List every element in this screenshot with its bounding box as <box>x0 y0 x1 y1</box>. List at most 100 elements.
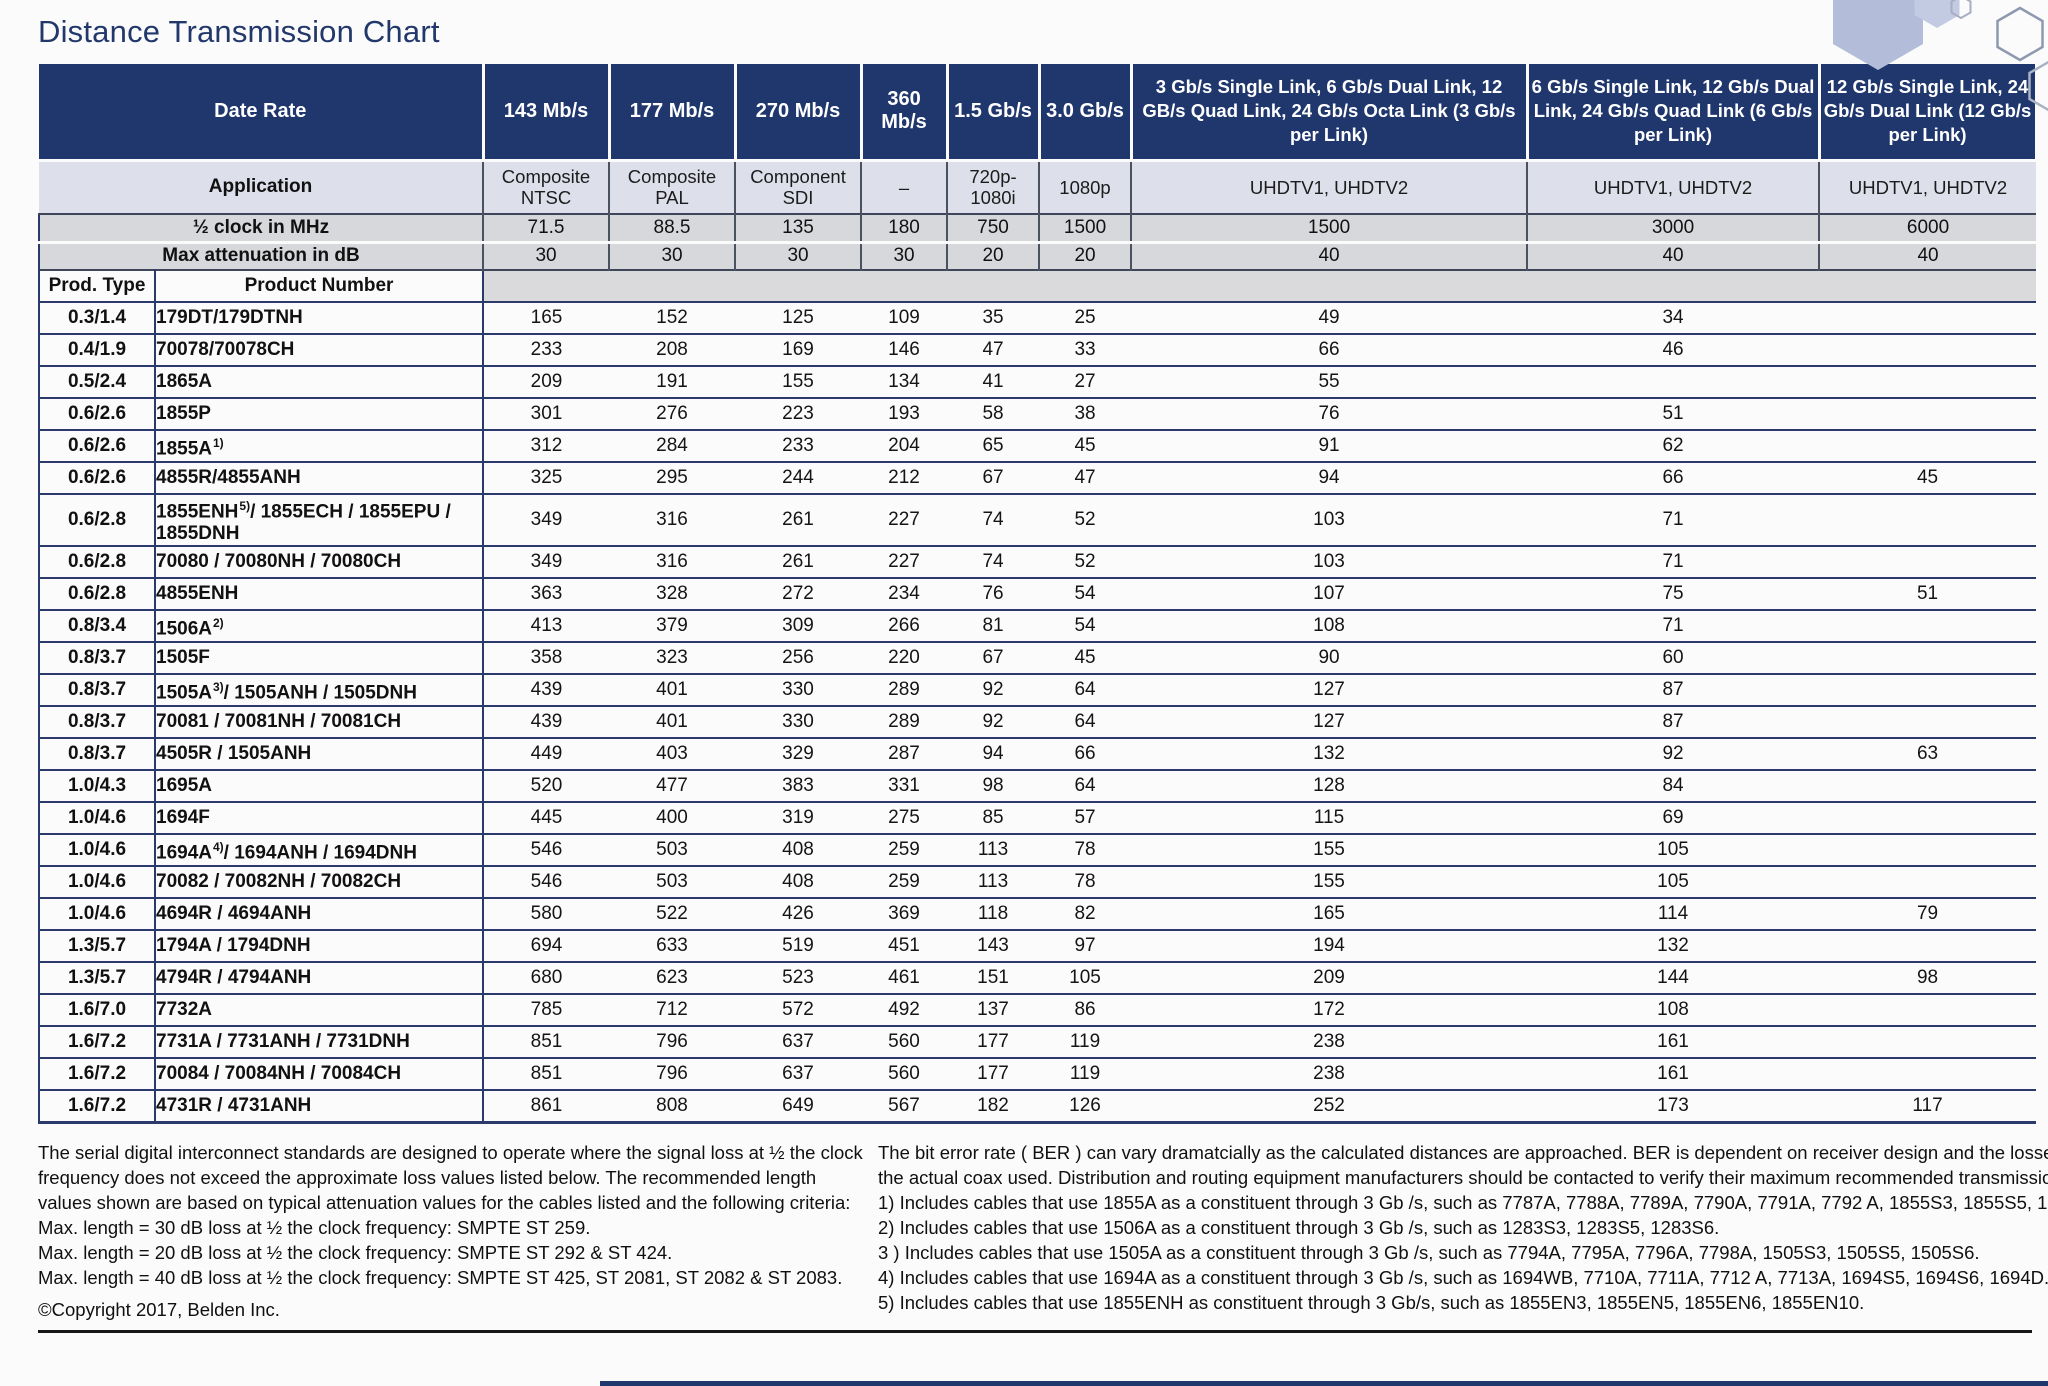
half-clock-cell: 1500 <box>1038 213 1132 242</box>
half-clock-cell: 88.5 <box>608 213 736 242</box>
table-row: 1.6/7.2 4731R / 4731ANH 861 808 649 567 182 126… <box>38 1090 2037 1125</box>
distance-value-cell: 233 <box>735 430 862 463</box>
distance-value-cell: 172 <box>1131 994 1528 1028</box>
distance-value-cell: 38 <box>1039 398 1132 431</box>
distance-value-cell: 54 <box>1039 610 1132 644</box>
prod-type-cell: 1.0/4.3 <box>38 770 156 804</box>
distance-value-cell: 161 <box>1527 1058 1820 1092</box>
distance-value-cell: 309 <box>735 610 862 644</box>
application-cell: UHDTV1, UHDTV2 <box>1818 160 2037 214</box>
distance-value-cell: 567 <box>861 1090 948 1125</box>
distance-value-cell: 325 <box>483 462 610 495</box>
product-name-rest: / 1694ANH / 1694DNH <box>223 842 417 864</box>
distance-value-cell: 86 <box>1039 994 1132 1028</box>
header-fill <box>483 269 2037 303</box>
footer-text-line: The bit error rate ( BER ) can vary dram… <box>878 1142 2048 1164</box>
distance-value-cell: 127 <box>1131 674 1528 708</box>
distance-value-cell: 152 <box>609 302 736 335</box>
distance-value-cell: 66 <box>1039 738 1132 772</box>
distance-value-cell: 349 <box>483 494 610 548</box>
product-name: 1694A <box>156 842 212 864</box>
product-name: 1695A <box>156 775 212 797</box>
footer-text-line: Max. length = 20 dB loss at ½ the clock … <box>38 1242 673 1264</box>
distance-value-cell: 209 <box>483 366 610 399</box>
distance-value-cell: 439 <box>483 706 610 740</box>
distance-value-cell: 287 <box>861 738 948 772</box>
distance-value-cell: 208 <box>609 334 736 367</box>
distance-value-cell: 261 <box>735 546 862 580</box>
product-name: 70078/70078CH <box>156 339 295 360</box>
distance-value-cell: 151 <box>947 962 1040 996</box>
product-name: 1855ENH <box>156 501 239 523</box>
footer-text-line: Max. length = 40 dB loss at ½ the clock … <box>38 1267 843 1289</box>
distance-value-cell: 134 <box>861 366 948 399</box>
application-cell: Composite PAL <box>608 160 736 214</box>
product-number-cell: 1506A2) <box>155 610 485 644</box>
footnote-line: 5) Includes cables that use 1855ENH as c… <box>878 1292 1865 1314</box>
date-rate-column-header: 6 Gb/s Single Link, 12 Gb/s Dual Link, 2… <box>1527 64 1821 162</box>
distance-value-cell: 401 <box>609 706 736 740</box>
distance-value-cell: 119 <box>1039 1058 1132 1092</box>
distance-value-cell: 808 <box>609 1090 736 1125</box>
prod-type-cell: 1.6/7.2 <box>38 1058 156 1092</box>
product-name: 7732A <box>156 999 212 1021</box>
product-number-cell: 70081 / 70081NH / 70081CH <box>155 706 485 740</box>
distance-value-cell: 103 <box>1131 494 1528 548</box>
prod-type-cell: 1.3/5.7 <box>38 962 156 996</box>
page-title: Distance Transmission Chart <box>38 14 440 49</box>
distance-value-cell: 461 <box>861 962 948 996</box>
footer-text-line: the actual coax used. Distribution and r… <box>878 1167 2048 1189</box>
bottom-navy-bar <box>600 1381 2048 1386</box>
product-name: 4855R/4855ANH <box>156 467 301 488</box>
distance-value-cell: 244 <box>735 462 862 495</box>
product-name-rest: / 1855ECH / 1855EPU / 1855DNH <box>156 501 451 545</box>
distance-value-cell: 76 <box>1131 398 1528 431</box>
distance-value-cell <box>1819 1058 2037 1092</box>
distance-value-cell: 81 <box>947 610 1040 644</box>
distance-value-cell: 284 <box>609 430 736 463</box>
distance-value-cell <box>1819 706 2037 740</box>
header-row-date-rate: Date Rate 143 Mb/s 177 Mb/s 270 Mb/s 360 Mb… <box>39 64 2038 162</box>
prod-type-cell: 0.6/2.6 <box>38 462 156 495</box>
date-rate-label: Date Rate <box>39 64 485 162</box>
distance-value-cell: 108 <box>1527 994 1820 1028</box>
date-rate-column-header: 1.5 Gb/s <box>947 64 1041 162</box>
footer-text-line: values shown are based on typical attenu… <box>38 1192 851 1214</box>
max-attenuation-label: Max attenuation in dB <box>37 240 484 270</box>
product-name: 70080 / 70080NH / 70080CH <box>156 551 402 573</box>
prod-type-cell: 0.6/2.6 <box>38 430 156 463</box>
distance-value-cell: 252 <box>1131 1090 1528 1125</box>
table-row: 0.8/3.4 1506A2) 413 379 309 266 81 54 108 71 <box>38 610 2037 644</box>
max-attenuation-cell: 20 <box>1038 240 1132 270</box>
distance-value-cell: 46 <box>1527 334 1820 367</box>
distance-value-cell: 177 <box>947 1026 1040 1060</box>
distance-value-cell: 408 <box>735 866 862 900</box>
distance-value-cell: 177 <box>947 1058 1040 1092</box>
product-number-cell: 4694R / 4694ANH <box>155 898 485 932</box>
hexagon-outline-small <box>1950 0 1972 20</box>
product-name: 1865A <box>156 371 212 392</box>
prod-type-cell: 0.6/2.8 <box>38 494 156 548</box>
product-name: 4855ENH <box>156 583 239 605</box>
distance-value-cell: 62 <box>1527 430 1820 463</box>
distance-value-cell: 331 <box>861 770 948 804</box>
product-name: 70084 / 70084NH / 70084CH <box>156 1063 402 1085</box>
distance-value-cell: 560 <box>861 1058 948 1092</box>
footer: The serial digital interconnect standard… <box>38 1140 2048 1321</box>
application-cell: 720p- 1080i <box>946 160 1040 214</box>
table-row: 1.0/4.6 1694F 445 400 319 275 85 57 115 69 <box>38 802 2037 836</box>
product-number-cell: 4794R / 4794ANH <box>155 962 485 996</box>
distance-value-cell: 64 <box>1039 770 1132 804</box>
product-number-cell: 70080 / 70080NH / 70080CH <box>155 546 485 580</box>
hexagon-outline-mid <box>1996 6 2044 62</box>
product-number-cell: 1694A4)/ 1694ANH / 1694DNH <box>155 834 485 868</box>
distance-value-cell <box>1819 546 2037 580</box>
table-row: 0.8/3.7 1505F 358 323 256 220 67 45 90 60 <box>38 642 2037 676</box>
table-row: 0.8/3.7 1505A3)/ 1505ANH / 1505DNH 439 401 3… <box>38 674 2037 708</box>
distance-value-cell: 84 <box>1527 770 1820 804</box>
distance-value-cell: 132 <box>1131 738 1528 772</box>
distance-value-cell: 57 <box>1039 802 1132 836</box>
distance-value-cell: 98 <box>947 770 1040 804</box>
copyright-notice: ©Copyright 2017, Belden Inc. <box>38 1299 280 1321</box>
product-number-cell: 1855P <box>155 398 485 431</box>
